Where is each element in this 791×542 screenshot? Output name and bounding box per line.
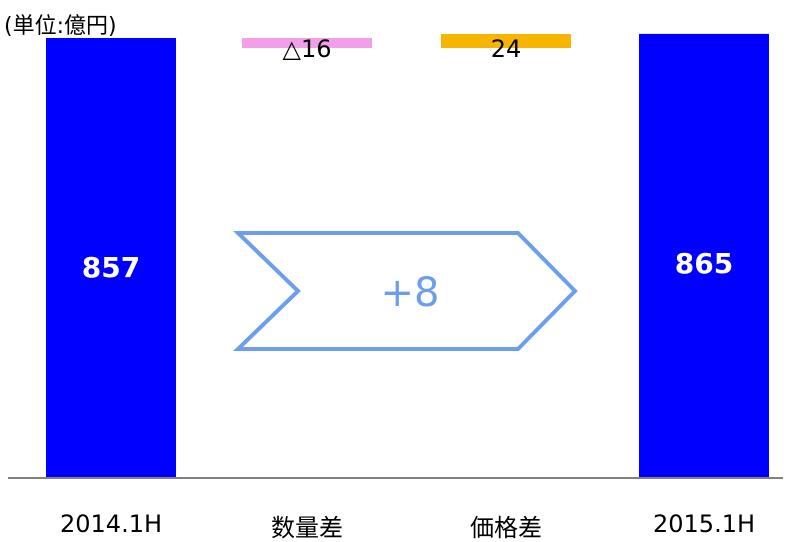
category-label-quantity-diff: 数量差	[271, 514, 343, 542]
delta-arrow	[233, 231, 578, 351]
value-label-price-diff: 24	[491, 35, 522, 63]
bar-2015-1h	[639, 33, 769, 479]
category-label-2014-1h: 2014.1H	[60, 510, 162, 538]
category-label-price-diff: 価格差	[470, 514, 542, 542]
category-label-2015-1h: 2015.1H	[653, 510, 755, 538]
bar-quantity-diff	[242, 38, 372, 48]
unit-label: (単位:億円)	[4, 14, 117, 39]
value-label-2015-1h: 865	[675, 247, 733, 280]
delta-label: +8	[381, 270, 440, 316]
bar-2014-1h	[46, 38, 176, 478]
bar-price-diff	[441, 34, 571, 48]
value-label-quantity-diff: △16	[283, 35, 332, 63]
value-label-2014-1h: 857	[82, 251, 140, 284]
